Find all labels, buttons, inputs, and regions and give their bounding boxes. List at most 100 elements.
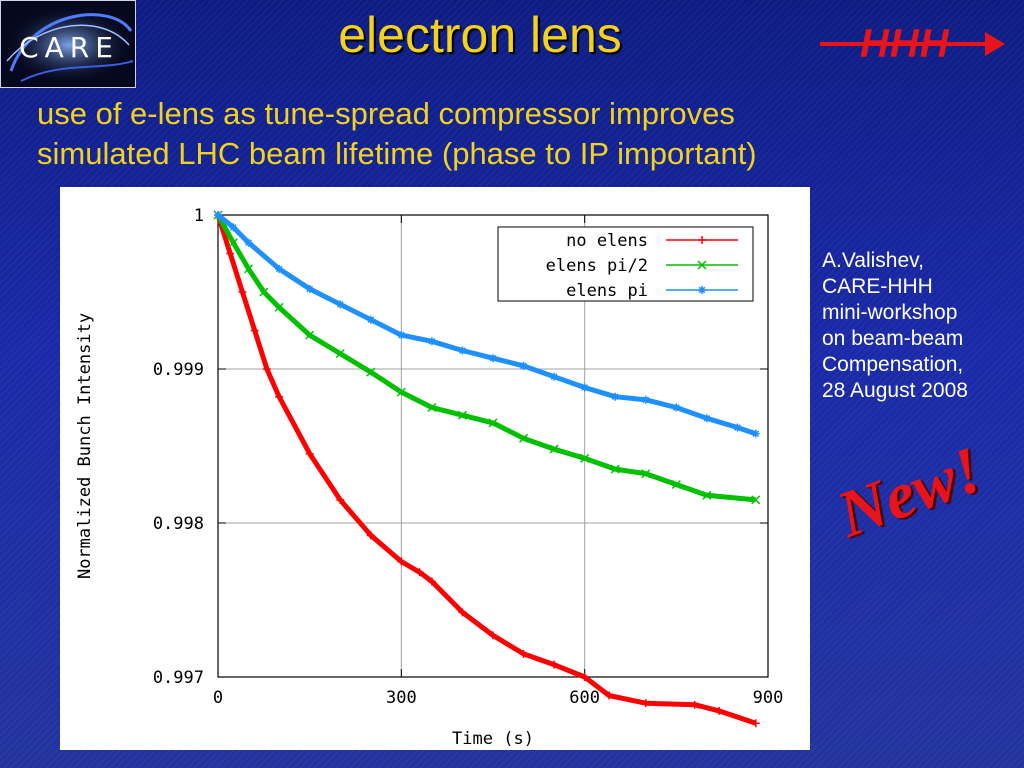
data-point [549, 444, 559, 454]
data-point [580, 673, 589, 681]
legend-label: no elens [566, 231, 648, 251]
data-point [641, 395, 650, 404]
series-line [216, 213, 757, 437]
data-point [366, 531, 375, 540]
plot-panel: 0.997 0.998 0.999 1 0 300 600 900 no elens elen… [60, 187, 810, 750]
data-point [610, 464, 620, 474]
data-point [751, 719, 760, 728]
subtitle-line-2: simulated LHC beam lifetime (phase to IP… [37, 136, 757, 171]
legend-label: elens pi [566, 281, 648, 301]
data-point [671, 479, 681, 490]
data-point [550, 660, 559, 669]
data-point [305, 330, 315, 340]
data-point [274, 302, 284, 312]
x-tick-label: 0 [213, 688, 223, 708]
data-point [275, 392, 284, 401]
chart-svg: 0.997 0.998 0.999 1 0 300 600 900 no elens elen… [75, 206, 783, 749]
care-logo: CARE [0, 0, 136, 88]
data-point [457, 410, 467, 420]
data-point [228, 238, 238, 248]
plot-frame [217, 214, 769, 678]
data-point [366, 367, 376, 377]
series-line [215, 214, 757, 726]
data-point [396, 387, 406, 397]
data-point [580, 453, 590, 463]
data-point [229, 223, 238, 232]
data-point [702, 490, 712, 500]
credit-line: on beam-beam [822, 327, 964, 350]
data-point [489, 631, 497, 640]
credit-line: A.Valishev, [822, 249, 924, 272]
data-point [690, 700, 699, 709]
series-elens-pi-2 [213, 210, 761, 505]
data-point [244, 238, 253, 247]
data-point [751, 429, 760, 438]
data-point [611, 392, 620, 401]
credit-line: CARE-HHH [822, 275, 933, 298]
data-point [275, 264, 284, 273]
data-point [250, 326, 259, 335]
data-point [605, 691, 614, 700]
y-tick-label: 0.998 [153, 514, 204, 534]
credit-line: 28 August 2008 [822, 379, 968, 402]
legend-marker [698, 236, 706, 244]
series-elens-pi [214, 211, 760, 438]
data-point [214, 211, 222, 219]
data-point [580, 383, 589, 392]
data-point [702, 414, 711, 423]
data-point [550, 372, 559, 381]
data-point [335, 349, 345, 359]
hhh-arrow-graphic [820, 32, 1005, 56]
y-axis-ticks: 0.997 0.998 0.999 1 [153, 206, 768, 688]
x-axis-label: Time (s) [452, 729, 534, 749]
x-tick-label: 900 [753, 688, 784, 708]
y-tick-label: 0.999 [153, 360, 204, 380]
x-tick-label: 300 [386, 688, 417, 708]
data-point [305, 284, 314, 293]
legend-label: elens pi/2 [546, 256, 648, 276]
logo-swirl-graphic [3, 5, 135, 85]
data-point [733, 423, 742, 432]
data-point [366, 315, 375, 324]
legend-marker [698, 286, 706, 294]
data-point [641, 469, 651, 479]
series-no-elens [214, 211, 760, 728]
y-tick-label: 1 [194, 206, 204, 226]
data-point [458, 346, 467, 355]
data-point [397, 331, 406, 340]
data-point [488, 418, 498, 428]
data-point [672, 403, 681, 412]
data-point [397, 557, 406, 566]
legend-marker [697, 260, 707, 270]
slide-subtitle: use of e-lens as tune-spread compressor … [37, 94, 977, 174]
data-point [427, 402, 437, 413]
data-point [226, 249, 235, 258]
data-point [305, 449, 314, 458]
y-axis-label: Normalized Bunch Intensity [75, 313, 95, 579]
hhh-brand-text: HHH [860, 22, 950, 66]
data-point [259, 287, 269, 297]
data-point [489, 354, 497, 363]
data-point [715, 706, 724, 715]
data-point [244, 264, 254, 274]
chart-legend: no elens elens pi/2 elens pi [497, 226, 754, 302]
x-axis-ticks: 0 300 600 900 [213, 215, 783, 708]
x-tick-label: 600 [569, 688, 600, 708]
data-point [519, 361, 528, 370]
data-point [415, 568, 424, 577]
data-point [427, 337, 436, 346]
credit-line: Compensation, [822, 353, 964, 376]
hhh-brand-logo: HHH [820, 18, 1020, 68]
data-point [751, 495, 761, 505]
logo-text: CARE [19, 31, 119, 64]
credit-line: mini-workshop [822, 301, 958, 324]
data-point [641, 699, 650, 708]
data-point [336, 300, 345, 309]
data-point [519, 433, 529, 443]
data-point [336, 495, 345, 504]
chart-series [213, 210, 761, 728]
data-point [519, 649, 528, 658]
data-point [238, 288, 247, 296]
data-point [427, 577, 436, 586]
page-title: electron lens [338, 7, 622, 63]
